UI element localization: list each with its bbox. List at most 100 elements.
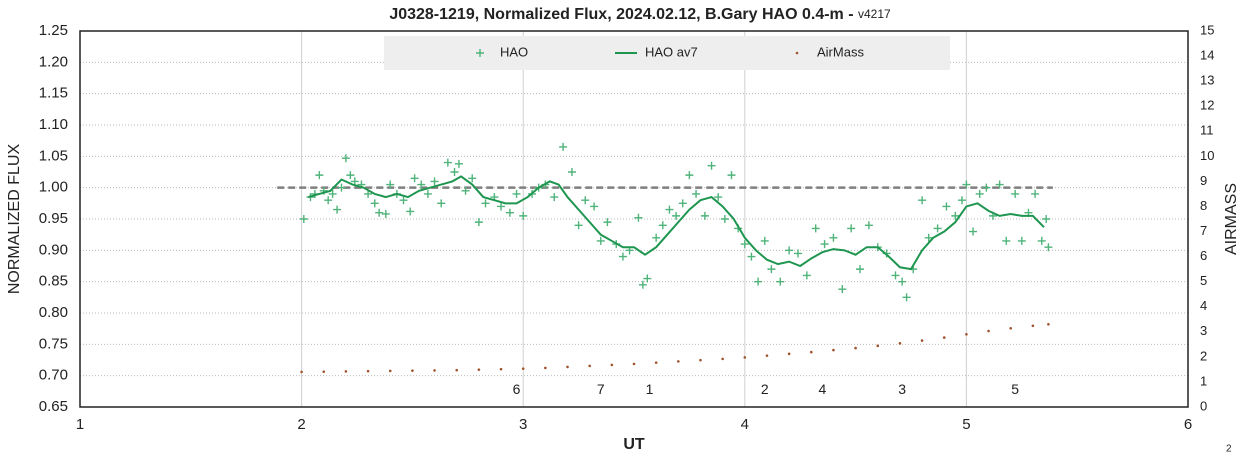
- x-tick-label: 6: [1184, 416, 1192, 433]
- data-point: [677, 360, 680, 363]
- y2-tick-label: 11: [1200, 123, 1214, 138]
- y2-tick-label: 4: [1200, 298, 1207, 313]
- y-tick-label: 1.10: [39, 116, 68, 133]
- data-point: [969, 227, 978, 236]
- data-point: [497, 202, 506, 211]
- y2-tick-label: 10: [1200, 148, 1214, 163]
- data-point: [847, 224, 856, 233]
- data-point: [658, 221, 667, 230]
- annotation: 4: [818, 381, 826, 397]
- annotation: 7: [597, 381, 605, 397]
- y-tick-label: 0.85: [39, 273, 68, 290]
- y-tick-label: 0.80: [39, 304, 68, 321]
- data-point: [654, 361, 658, 364]
- title-version: v4217: [858, 7, 891, 21]
- x-tick-label: 3: [519, 416, 527, 433]
- data-point: [714, 193, 723, 202]
- data-point: [785, 246, 794, 255]
- data-point: [933, 224, 942, 233]
- x-tick-label: 1: [76, 416, 84, 433]
- y2-tick-label: 13: [1200, 73, 1214, 88]
- data-point: [811, 224, 820, 233]
- data-point: [386, 180, 395, 189]
- data-point: [455, 368, 459, 372]
- data-point: [370, 199, 379, 208]
- data-point: [942, 336, 946, 339]
- data-point: [450, 168, 459, 176]
- data-point: [957, 196, 966, 205]
- data-point: [920, 339, 924, 342]
- data-point: [559, 142, 568, 151]
- y2-tick-label: 9: [1200, 173, 1207, 188]
- data-point: [443, 158, 452, 167]
- data-point: [299, 215, 308, 223]
- data-point: [333, 205, 342, 214]
- data-point: [406, 207, 415, 216]
- data-point: [700, 211, 709, 220]
- data-point: [399, 196, 408, 205]
- y-tick-label: 1.15: [39, 85, 68, 102]
- data-point: [832, 348, 835, 352]
- data-point: [322, 370, 326, 373]
- data-point: [672, 211, 681, 220]
- chart-title: J0328-1219, Normalized Flux, 2024.02.12,…: [389, 6, 891, 23]
- data-point: [962, 180, 971, 189]
- data-point: [876, 344, 880, 348]
- data-point: [366, 369, 370, 373]
- data-point: [590, 202, 599, 211]
- data-point: [802, 271, 811, 280]
- data-point: [754, 277, 763, 286]
- data-point: [603, 218, 612, 227]
- data-point: [437, 199, 446, 208]
- corner-note: 2: [1226, 444, 1232, 455]
- data-point: [652, 233, 661, 242]
- data-point: [692, 189, 701, 198]
- data-point: [820, 240, 829, 249]
- data-point: [747, 252, 756, 261]
- data-point: [300, 370, 303, 374]
- data-point: [481, 199, 490, 208]
- data-point: [550, 193, 559, 202]
- data-point: [721, 357, 724, 361]
- data-point: [1011, 189, 1020, 198]
- data-point: [634, 213, 643, 222]
- title-main: J0328-1219, Normalized Flux, 2024.02.12,…: [389, 6, 858, 23]
- y2-tick-label: 8: [1200, 198, 1207, 213]
- data-point: [521, 367, 525, 370]
- data-point: [942, 202, 951, 211]
- data-point: [512, 189, 521, 198]
- data-point: [505, 208, 514, 217]
- data-point: [898, 277, 907, 286]
- y2-tick-label: 6: [1200, 248, 1207, 263]
- data-point: [544, 366, 547, 370]
- data-point: [430, 177, 439, 186]
- y-tick-label: 0.65: [39, 398, 68, 415]
- annotation: 5: [1011, 381, 1019, 397]
- legend-marker: [476, 49, 484, 57]
- data-point: [898, 342, 902, 345]
- data-point: [337, 183, 346, 192]
- x-tick-label: 2: [297, 416, 305, 433]
- data-point: [574, 221, 583, 230]
- y2-tick-label: 5: [1200, 273, 1207, 288]
- data-point: [678, 199, 687, 208]
- data-point: [809, 350, 813, 354]
- data-point: [567, 168, 576, 176]
- data-point: [423, 189, 432, 198]
- data-point: [477, 368, 481, 371]
- data-point: [433, 369, 436, 372]
- data-point: [350, 177, 359, 186]
- y-tick-label: 1.25: [39, 22, 68, 39]
- data-point: [632, 362, 636, 366]
- data-point: [743, 356, 747, 359]
- y-tick-label: 1.00: [39, 179, 68, 196]
- data-point: [776, 277, 785, 286]
- y2-tick-label: 0: [1200, 398, 1207, 413]
- annotation: 2: [761, 381, 769, 397]
- data-point: [461, 186, 470, 195]
- data-point: [344, 370, 348, 373]
- data-point: [727, 171, 736, 180]
- data-point: [951, 211, 960, 220]
- data-point: [341, 154, 350, 163]
- data-point: [665, 205, 674, 214]
